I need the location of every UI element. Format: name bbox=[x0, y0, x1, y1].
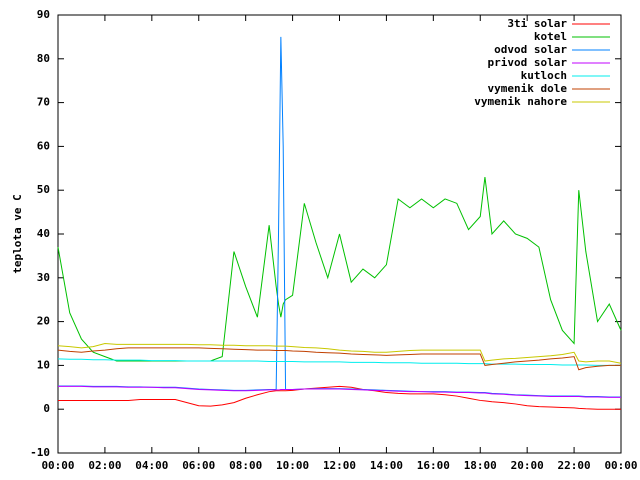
x-tick-label: 00:00 bbox=[604, 459, 637, 472]
x-tick-label: 04:00 bbox=[135, 459, 168, 472]
y-tick-label: 90 bbox=[37, 8, 50, 21]
y-tick-label: 20 bbox=[37, 315, 50, 328]
y-tick-label: 60 bbox=[37, 139, 50, 152]
x-tick-label: 20:00 bbox=[511, 459, 544, 472]
x-tick-label: 06:00 bbox=[182, 459, 215, 472]
series-line bbox=[57, 358, 621, 366]
legend-label: vymenik nahore bbox=[474, 95, 567, 108]
series-line bbox=[57, 347, 621, 371]
x-tick-label: 18:00 bbox=[464, 459, 497, 472]
x-tick-label: 02:00 bbox=[88, 459, 121, 472]
x-tick-label: 14:00 bbox=[370, 459, 403, 472]
series-line bbox=[58, 385, 621, 410]
x-tick-label: 22:00 bbox=[558, 459, 591, 472]
legend-label: privod solar bbox=[488, 56, 568, 69]
x-tick-label: 12:00 bbox=[323, 459, 356, 472]
x-tick-label: 00:00 bbox=[41, 459, 74, 472]
y-tick-label: 0 bbox=[43, 402, 50, 415]
y-tick-label: 30 bbox=[37, 271, 50, 284]
legend-label: kotel bbox=[534, 30, 567, 43]
x-tick-label: 10:00 bbox=[276, 459, 309, 472]
y-tick-label: 40 bbox=[37, 227, 50, 240]
legend-label: vymenik dole bbox=[488, 82, 568, 95]
y-tick-label: 80 bbox=[37, 52, 50, 65]
y-tick-label: 70 bbox=[37, 96, 50, 109]
y-tick-label: 10 bbox=[37, 358, 50, 371]
y-axis-label: teplota ve C bbox=[11, 194, 24, 273]
y-tick-label: 50 bbox=[37, 183, 50, 196]
series-line bbox=[57, 176, 622, 362]
series-line bbox=[57, 342, 622, 364]
legend-label: kutloch bbox=[521, 69, 567, 82]
x-tick-label: 08:00 bbox=[229, 459, 262, 472]
series-line bbox=[58, 385, 621, 398]
y-tick-label: -10 bbox=[30, 446, 50, 459]
legend-label: odvod solar bbox=[494, 43, 567, 56]
legend-label: 3ti solar bbox=[507, 17, 567, 30]
x-tick-label: 16:00 bbox=[417, 459, 450, 472]
